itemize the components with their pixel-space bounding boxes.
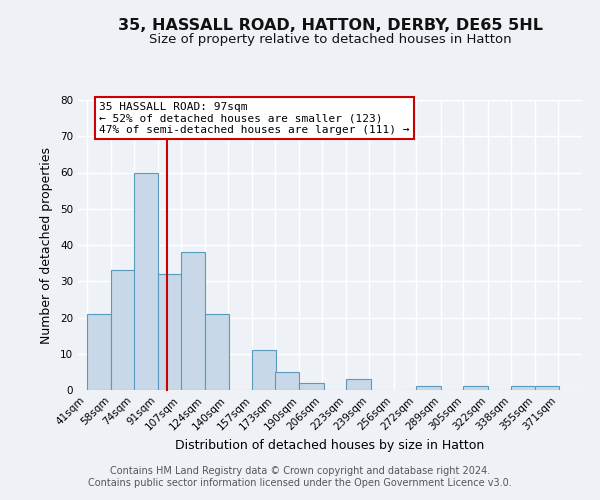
Bar [252, 350, 277, 390]
Bar [158, 274, 182, 390]
Y-axis label: Number of detached properties: Number of detached properties [40, 146, 53, 344]
X-axis label: Distribution of detached houses by size in Hatton: Distribution of detached houses by size … [175, 438, 485, 452]
Bar [346, 379, 371, 390]
Bar [205, 314, 229, 390]
Bar [299, 383, 323, 390]
Bar [275, 372, 299, 390]
Bar [416, 386, 440, 390]
Bar [535, 386, 559, 390]
Text: Contains HM Land Registry data © Crown copyright and database right 2024.
Contai: Contains HM Land Registry data © Crown c… [88, 466, 512, 487]
Bar [511, 386, 535, 390]
Text: Size of property relative to detached houses in Hatton: Size of property relative to detached ho… [149, 32, 511, 46]
Bar [86, 314, 111, 390]
Bar [134, 172, 158, 390]
Text: 35 HASSALL ROAD: 97sqm
← 52% of detached houses are smaller (123)
47% of semi-de: 35 HASSALL ROAD: 97sqm ← 52% of detached… [100, 102, 410, 135]
Bar [181, 252, 205, 390]
Bar [463, 386, 488, 390]
Text: 35, HASSALL ROAD, HATTON, DERBY, DE65 5HL: 35, HASSALL ROAD, HATTON, DERBY, DE65 5H… [118, 18, 542, 32]
Bar [111, 270, 135, 390]
